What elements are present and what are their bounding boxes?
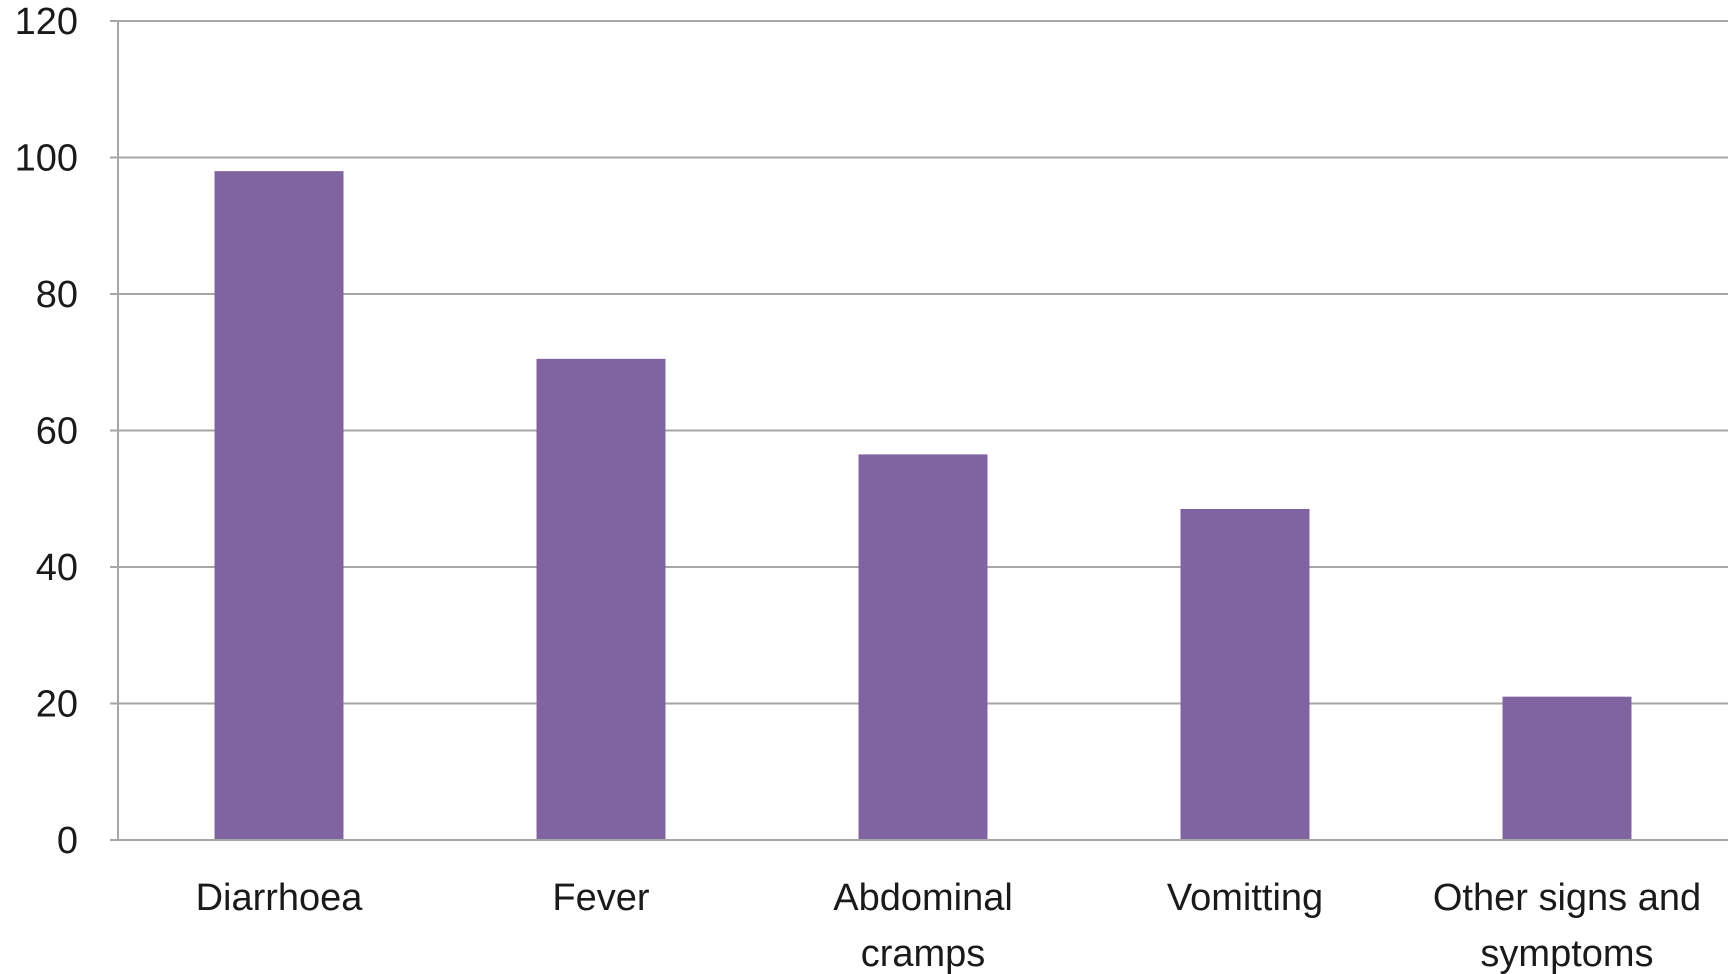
bar-other-signs-and-symptoms — [1502, 696, 1632, 840]
bar-diarrhoea — [214, 171, 344, 840]
y-axis-tick-labels: 0 20 40 60 80 100 120 — [15, 1, 78, 862]
x-category-label-line: Vomitting — [1167, 877, 1323, 919]
bars — [214, 171, 1632, 840]
bar-fever — [536, 358, 666, 840]
bar-vomitting — [1180, 508, 1310, 840]
y-tick-label-20: 20 — [36, 684, 78, 726]
x-category-label-line: cramps — [861, 933, 986, 974]
x-category-label-line: Other signs and — [1433, 877, 1701, 919]
x-axis-category-labels: Diarrhoea Fever Abdominal cramps Vomitting Ot… — [196, 877, 1702, 974]
bar-abdominal-cramps — [858, 454, 988, 840]
y-tick-label-0: 0 — [57, 820, 78, 862]
x-category-label-fever: Fever — [552, 877, 649, 919]
x-category-label-diarrhoea: Diarrhoea — [196, 877, 364, 919]
x-category-label-line: symptoms — [1480, 933, 1653, 974]
x-category-label-vomitting: Vomitting — [1167, 877, 1323, 919]
y-tick-label-80: 80 — [36, 274, 78, 316]
x-category-label-abdominal-cramps: Abdominal cramps — [833, 877, 1013, 974]
y-tick-label-60: 60 — [36, 411, 78, 453]
y-tick-label-120: 120 — [15, 1, 78, 43]
gridlines — [110, 20, 1728, 841]
x-category-label-other-signs-and-symptoms: Other signs and symptoms — [1433, 877, 1701, 974]
x-category-label-line: Fever — [552, 877, 649, 919]
x-category-label-line: Diarrhoea — [196, 877, 364, 919]
y-tick-label-100: 100 — [15, 138, 78, 180]
x-category-label-line: Abdominal — [833, 877, 1013, 919]
y-tick-label-40: 40 — [36, 547, 78, 589]
